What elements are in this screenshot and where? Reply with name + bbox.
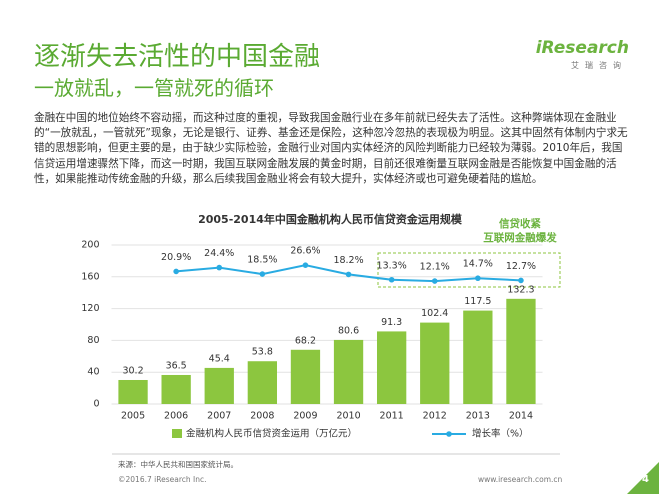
data-label: 13.3% (377, 260, 407, 271)
line-marker (475, 275, 481, 282)
data-label: 24.4% (204, 248, 234, 259)
bar (204, 367, 234, 404)
legend-swatch (172, 429, 182, 438)
y-tick-label: 120 (81, 303, 99, 314)
logo-sub: 艾瑞咨询 (571, 61, 627, 70)
data-label: 14.7% (463, 259, 493, 270)
line-marker (173, 268, 179, 275)
page-corner (627, 462, 659, 494)
bar (247, 361, 278, 404)
line-marker (388, 276, 395, 283)
y-tick-label: 80 (87, 335, 99, 346)
bar (161, 374, 191, 404)
data-label: 26.6% (290, 246, 320, 257)
data-label: 18.5% (247, 255, 277, 266)
source: 来源：中华人民共和国国家统计局。 (118, 460, 238, 469)
y-tick-label: 200 (81, 240, 99, 251)
data-label: 53.8 (252, 347, 273, 358)
copyright: ©2016.7 iResearch Inc. (118, 475, 207, 484)
legend-label: 增长率（%） (472, 428, 529, 440)
bar (506, 298, 536, 404)
x-tick-label: 2006 (164, 411, 188, 422)
annotation-box (377, 252, 561, 288)
slide-title: 逐渐失去活性的中国金融 (34, 42, 321, 72)
annotation: 信贷收紧 (499, 217, 541, 230)
x-tick-label: 2007 (207, 411, 231, 422)
x-tick-label: 2010 (336, 411, 360, 422)
x-tick-label: 2014 (509, 411, 533, 422)
data-label: 117.5 (464, 296, 491, 307)
bar (333, 339, 364, 404)
bar (376, 331, 407, 404)
bar (118, 379, 148, 404)
data-label: 20.9% (161, 252, 191, 263)
data-label: 30.2 (122, 365, 143, 376)
data-label: 36.5 (166, 360, 187, 371)
data-label: 91.3 (381, 317, 402, 328)
line-marker (259, 271, 266, 277)
data-label: 12.1% (420, 262, 450, 273)
y-tick-label: 40 (87, 367, 99, 378)
data-label: 102.4 (421, 308, 448, 319)
page-number: 4 (642, 474, 649, 485)
x-tick-label: 2008 (250, 411, 274, 422)
line-marker (345, 271, 352, 278)
line-marker (302, 262, 309, 268)
logo: iResearch (535, 38, 629, 58)
data-label: 80.6 (338, 325, 359, 336)
line-marker (518, 277, 524, 284)
x-tick-label: 2013 (466, 411, 490, 422)
annotation: 互联网金融爆发 (483, 231, 557, 244)
website: www.iresearch.com.cn (478, 475, 563, 484)
slide-subtitle: 一放就乱，一管就死的循环 (34, 76, 274, 100)
bar (290, 349, 321, 404)
data-label: 18.2% (333, 255, 363, 266)
bar (463, 310, 493, 404)
y-tick-label: 160 (81, 271, 99, 282)
line-marker (216, 264, 223, 271)
legend-swatch (446, 431, 452, 437)
data-label: 132.3 (507, 284, 534, 295)
body-text: 金融在中国的地位始终不容动摇，而这种过度的重视，导致我国金融行业在多年前就已经失… (34, 112, 628, 185)
legend-label: 金融机构人民币信贷资金运用（万亿元） (186, 428, 357, 440)
x-tick-label: 2009 (293, 411, 317, 422)
bar (420, 322, 450, 404)
x-tick-label: 2011 (380, 411, 404, 422)
data-label: 12.7% (506, 261, 536, 272)
y-tick-label: 0 (93, 399, 99, 410)
x-tick-label: 2012 (423, 411, 447, 422)
chart-title: 2005-2014年中国金融机构人民币信贷资金运用规模 (198, 212, 463, 226)
data-label: 68.2 (295, 335, 316, 346)
x-tick-label: 2005 (121, 411, 145, 422)
data-label: 45.4 (209, 353, 230, 364)
line-marker (431, 278, 438, 284)
